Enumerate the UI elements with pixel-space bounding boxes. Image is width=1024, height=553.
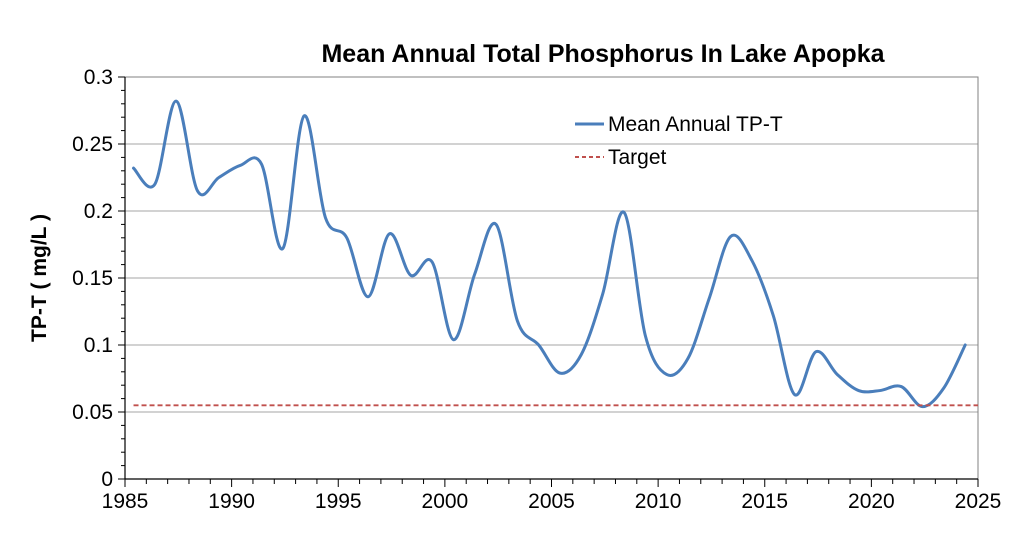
y-tick-label: 0.25 [72,133,113,156]
chart-title: Mean Annual Total Phosphorus In Lake Apo… [321,40,885,68]
y-tick-labels: 0 0.05 0.1 0.15 0.2 0.25 0.3 [72,66,113,491]
y-tick-label: 0.1 [84,334,113,357]
y-tick-label: 0.2 [84,200,113,223]
x-tick-label: 1995 [315,490,362,513]
legend-label-target: Target [608,146,667,169]
x-tick-label: 2015 [741,490,788,513]
x-tick-label: 2025 [955,490,1002,513]
grid [125,76,978,413]
x-tick-label: 1985 [102,490,149,513]
y-tick-label: 0.05 [72,401,113,424]
x-tick-label: 1990 [208,490,255,513]
y-tick-label: 0 [101,468,113,491]
y-axis-label: TP-T ( mg/L ) [28,214,51,342]
x-tick-label: 2005 [528,490,575,513]
x-tick-label: 2020 [848,490,895,513]
y-tick-label: 0.3 [84,66,113,89]
legend-label-mean-annual-tp-t: Mean Annual TP-T [608,113,783,136]
x-tick-labels: 1985 1990 1995 2000 2005 2010 2015 2020 2025 [102,490,1002,513]
x-tick-label: 2010 [635,490,682,513]
series-group [132,99,978,409]
x-tick-label: 2000 [422,490,469,513]
axes [118,76,979,487]
y-tick-label: 0.15 [72,267,113,290]
legend: Mean Annual TP-T Target [575,113,783,169]
series-line-mean-annual-tp-t [132,99,967,409]
